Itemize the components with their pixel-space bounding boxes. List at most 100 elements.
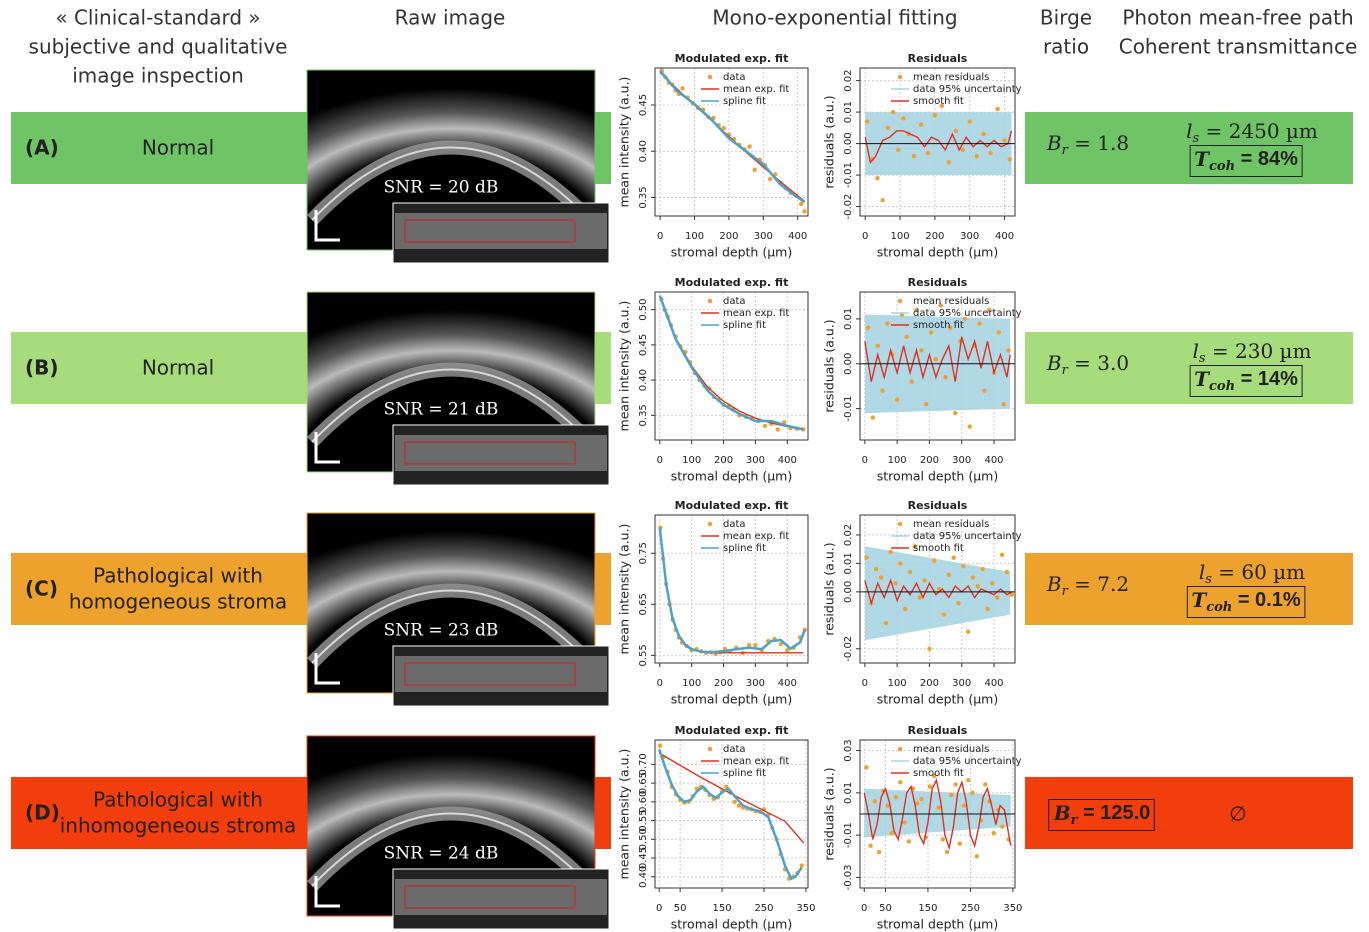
data-point <box>909 379 914 384</box>
math-subscript: coh <box>1209 159 1235 174</box>
chart: Modulated exp. fit 0 100 200 300 400 0.35 0.40 0… <box>617 276 809 484</box>
math-value: = 14% <box>1235 368 1298 390</box>
math-symbol: B <box>1046 572 1062 596</box>
data-point <box>889 830 895 836</box>
x-tick-label: 250 <box>961 903 980 914</box>
x-tick-label: 350 <box>796 903 815 914</box>
data-point <box>893 794 899 800</box>
chart-title: Modulated exp. fit <box>675 52 789 65</box>
data-point <box>902 820 907 825</box>
chart: Residuals 0 50 150 250 350 -0.03 -0.01 0.01 0.03 s… <box>822 724 1023 932</box>
x-tick-label: 200 <box>714 678 733 689</box>
x-axis-label: stromal depth (µm) <box>671 692 792 707</box>
data-point <box>885 803 890 808</box>
data-point <box>919 797 924 802</box>
data-point <box>747 144 752 149</box>
y-tick-label: 0.01 <box>843 552 854 574</box>
data-point <box>981 131 986 137</box>
x-tick-label: 250 <box>754 903 773 914</box>
chart: Residuals 0 100 200 300 400 -0.01 0.00 0.01 strom… <box>822 276 1022 484</box>
legend-swatch <box>897 74 903 80</box>
data-point <box>953 128 958 134</box>
row-letter: (B) <box>25 356 59 380</box>
fit-line <box>864 336 1011 382</box>
scale-bar <box>314 210 340 242</box>
plot-frame <box>859 291 1016 441</box>
data-point <box>990 581 995 586</box>
math-subscript: r <box>1062 363 1069 378</box>
data-point <box>986 307 992 313</box>
y-tick-label: 0.40 <box>638 369 649 391</box>
snr-label: SNR = 20 dB <box>384 178 499 198</box>
chart-title: Residuals <box>908 499 968 512</box>
legend-label: spline fit <box>723 96 766 107</box>
legend-label: smooth fit <box>913 96 964 107</box>
y-tick-label: -0.01 <box>843 822 854 848</box>
row-bar-right <box>1025 553 1353 625</box>
row-label: Pathological with <box>93 788 263 812</box>
data-point <box>732 799 737 805</box>
fit-line <box>658 752 805 844</box>
cornea-arc <box>311 146 591 221</box>
x-tick-label: 0 <box>861 903 867 914</box>
data-point <box>885 125 891 131</box>
y-tick-label: 0.00 <box>843 132 854 154</box>
data-point <box>752 167 757 172</box>
y-tick-label: 0.35 <box>638 186 649 208</box>
data-point <box>872 799 878 804</box>
y-axis-label: mean intensity (a.u.) <box>617 301 632 432</box>
data-point <box>1002 138 1007 143</box>
cornea-arc <box>311 812 591 887</box>
data-point <box>988 150 993 156</box>
data-point <box>918 122 924 127</box>
chart-title: Modulated exp. fit <box>675 276 789 289</box>
math-subscript: s <box>1193 131 1200 146</box>
data-point <box>1001 401 1006 407</box>
row-letter: (A) <box>25 136 59 160</box>
math-symbol: l <box>1186 119 1192 143</box>
math-symbol: T <box>1194 367 1211 391</box>
row-letter: (C) <box>25 577 58 601</box>
data-point <box>888 549 893 555</box>
legend-swatch <box>707 298 713 304</box>
y-tick-label: 0.65 <box>638 593 649 615</box>
math-value: = 7.2 <box>1068 572 1129 596</box>
data-point <box>746 642 752 648</box>
row-label: Pathological with <box>93 564 263 588</box>
snr-label: SNR = 24 dB <box>384 844 499 864</box>
x-tick-label: 0 <box>656 903 662 914</box>
data-point <box>876 849 882 855</box>
x-tick-label: 100 <box>888 678 907 689</box>
y-tick-label: 0.00 <box>843 581 854 603</box>
math-symbol: B <box>1053 801 1071 825</box>
math-text: Tcoh = 0.1% <box>1191 588 1301 615</box>
data-point <box>890 109 896 115</box>
row-bar-right <box>1025 332 1353 404</box>
plot-frame <box>859 514 1016 664</box>
chart-title: Residuals <box>908 724 968 737</box>
header: « Clinical-standard » subjective and qua… <box>29 6 1358 88</box>
y-tick-label: 0.01 <box>843 101 854 123</box>
data-point <box>960 147 965 153</box>
data-point <box>933 357 939 362</box>
header-text: subjective and qualitative <box>29 35 288 59</box>
data-point <box>948 325 953 331</box>
inset-roi <box>404 219 576 243</box>
data-point <box>970 575 976 580</box>
data-point <box>943 375 948 380</box>
data-point <box>868 843 873 848</box>
fit-line <box>864 130 1013 165</box>
math-text: ls = 60 µm <box>1199 560 1305 587</box>
data-point <box>965 629 971 634</box>
data-point <box>927 646 932 651</box>
math-subscript: r <box>1062 584 1069 599</box>
math-text: Br = 1.8 <box>1046 131 1129 158</box>
data-point <box>938 303 943 308</box>
math-subscript: r <box>1071 813 1079 828</box>
data-point <box>912 544 918 549</box>
x-axis-label: stromal depth (µm) <box>671 917 792 932</box>
inset-stroma <box>395 879 607 915</box>
data-point <box>961 564 966 569</box>
data-point <box>904 334 910 340</box>
data-point <box>928 330 934 335</box>
